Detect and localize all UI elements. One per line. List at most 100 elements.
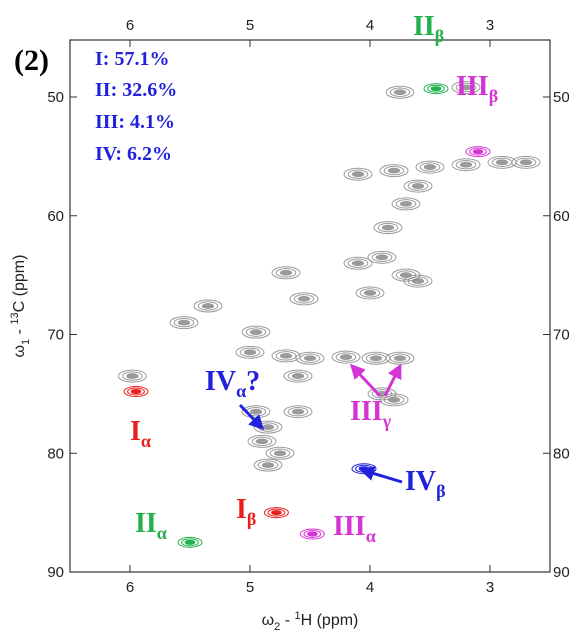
contour bbox=[177, 319, 191, 326]
peak bbox=[379, 164, 409, 178]
panel-label: (2) bbox=[14, 44, 49, 77]
contour bbox=[271, 266, 301, 280]
peak bbox=[295, 351, 325, 365]
peak bbox=[271, 349, 301, 363]
peak bbox=[283, 369, 313, 383]
contour bbox=[283, 369, 313, 383]
contour bbox=[271, 349, 301, 363]
contour bbox=[519, 159, 533, 166]
inset-text: I: 57.1% bbox=[95, 48, 169, 70]
peak bbox=[423, 83, 449, 95]
peak bbox=[235, 345, 265, 359]
peak bbox=[451, 158, 481, 172]
contour bbox=[389, 353, 411, 363]
peak bbox=[511, 155, 541, 169]
contour bbox=[369, 355, 383, 362]
contour bbox=[243, 349, 257, 356]
y-tick-label: 70 bbox=[47, 327, 64, 344]
arrow bbox=[359, 466, 403, 484]
label-sub: β bbox=[247, 509, 256, 529]
x-tick-label: 4 bbox=[366, 17, 374, 34]
contour bbox=[201, 303, 215, 309]
y-tick-label: 50 bbox=[47, 89, 64, 106]
y-tick-label: 60 bbox=[553, 208, 570, 225]
peak bbox=[265, 446, 295, 460]
peak bbox=[331, 350, 361, 364]
label-sub: β bbox=[436, 481, 445, 501]
contour bbox=[377, 222, 399, 233]
peak bbox=[487, 155, 517, 169]
contour bbox=[472, 149, 484, 155]
label-part: ω bbox=[11, 345, 28, 358]
y-tick-label: 90 bbox=[553, 564, 570, 581]
contour bbox=[287, 406, 309, 417]
contour bbox=[465, 146, 491, 158]
label-part: ω bbox=[262, 612, 275, 629]
contour bbox=[407, 276, 429, 286]
y-tick-label: 80 bbox=[47, 445, 64, 462]
label-main: III bbox=[333, 511, 366, 542]
contour bbox=[273, 450, 287, 457]
peak-label: IIIγ bbox=[350, 396, 392, 431]
peak bbox=[299, 528, 325, 540]
contour bbox=[339, 354, 353, 360]
contour bbox=[419, 162, 441, 172]
peak bbox=[193, 299, 223, 313]
contour bbox=[373, 221, 403, 235]
contour bbox=[411, 278, 425, 284]
contour bbox=[299, 353, 321, 363]
peak bbox=[415, 160, 445, 174]
contour bbox=[117, 369, 147, 383]
contour bbox=[430, 86, 442, 92]
contour bbox=[241, 325, 271, 339]
contour bbox=[197, 301, 219, 311]
label-main: IV bbox=[405, 466, 436, 497]
label-sub: γ bbox=[382, 411, 392, 431]
peak bbox=[177, 536, 203, 548]
label-main: II bbox=[413, 11, 435, 42]
contour bbox=[335, 352, 357, 362]
label-part: 1 bbox=[294, 610, 300, 622]
contour bbox=[423, 83, 449, 95]
contour bbox=[495, 159, 509, 166]
label-part: C (ppm) bbox=[11, 255, 28, 313]
peak bbox=[263, 507, 289, 519]
contour bbox=[359, 288, 381, 298]
contour bbox=[389, 87, 411, 97]
contour bbox=[383, 395, 405, 405]
peak-label: Iα bbox=[130, 416, 151, 451]
contour bbox=[251, 436, 273, 447]
peak bbox=[283, 405, 313, 419]
peak bbox=[403, 179, 433, 193]
arrow bbox=[238, 403, 265, 431]
contour bbox=[303, 355, 317, 362]
contour bbox=[331, 350, 361, 364]
x-tick-label: 6 bbox=[126, 17, 134, 34]
inset-text: II: 32.6% bbox=[95, 79, 177, 101]
contour bbox=[239, 347, 261, 358]
peak-label: IIIβ bbox=[456, 71, 498, 106]
contour bbox=[379, 164, 409, 178]
peak bbox=[271, 266, 301, 280]
label-main: II bbox=[135, 508, 157, 539]
contour bbox=[245, 327, 267, 337]
y-tick-label: 80 bbox=[553, 445, 570, 462]
peak bbox=[123, 386, 149, 397]
arrow bbox=[349, 363, 382, 398]
contour bbox=[455, 82, 477, 93]
peaks bbox=[117, 81, 541, 548]
contour bbox=[283, 405, 313, 419]
x-tick-label: 6 bbox=[126, 579, 134, 596]
label-part: 13 bbox=[9, 312, 21, 324]
peak-label: Iβ bbox=[236, 494, 256, 529]
contour bbox=[279, 352, 293, 359]
contour bbox=[511, 155, 541, 169]
peak bbox=[373, 221, 403, 235]
contour bbox=[297, 295, 311, 302]
label-sub: α bbox=[141, 431, 151, 451]
peak bbox=[451, 81, 481, 94]
label-part: 1 bbox=[20, 339, 32, 345]
contour bbox=[347, 258, 369, 268]
contour bbox=[261, 462, 275, 469]
